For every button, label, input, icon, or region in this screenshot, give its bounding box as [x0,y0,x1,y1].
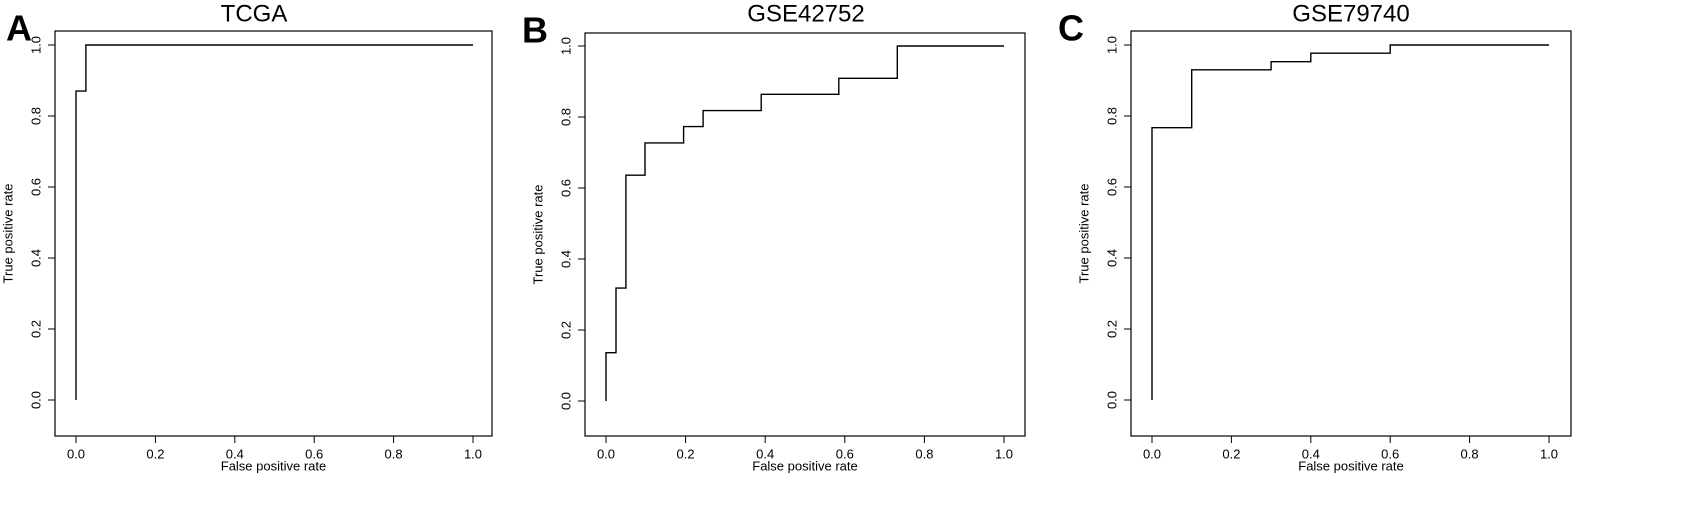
x-tick-label: 0.8 [385,446,403,461]
x-axis-label: False positive rate [221,458,327,473]
x-tick-label: 0.6 [305,446,323,461]
x-tick-label: 0.2 [146,446,164,461]
y-tick-label: 0.2 [558,321,573,339]
y-tick-label: 0.4 [1104,249,1119,267]
x-tick-label: 0.6 [1381,446,1399,461]
plot-frame [54,30,493,437]
x-tick-label: 0.0 [597,446,615,461]
y-tick-label: 1.0 [1104,36,1119,54]
plot-frame [1130,30,1572,437]
x-tick-label: 1.0 [464,446,482,461]
panel-letter-B: B [522,10,548,51]
y-tick-label: 0.8 [28,107,43,125]
y-tick-label: 0.8 [1104,107,1119,125]
x-tick-label: 0.0 [67,446,85,461]
y-axis-label: True positive rate [0,184,15,284]
y-tick-label: 0.6 [1104,178,1119,196]
x-axis-label: False positive rate [752,458,858,473]
y-tick-label: 0.0 [558,392,573,410]
y-axis-label: True positive rate [1076,184,1091,284]
y-tick-label: 0.8 [558,108,573,126]
roc-curve [605,45,1004,401]
y-tick-label: 1.0 [28,36,43,54]
panel-letter-A: A [6,8,32,49]
x-tick-label: 1.0 [995,446,1013,461]
y-tick-label: 1.0 [558,37,573,55]
x-tick-label: 0.2 [677,446,695,461]
x-tick-label: 0.6 [836,446,854,461]
x-axis-label: False positive rate [1298,458,1404,473]
y-axis-label: True positive rate [530,185,545,285]
x-tick-label: 0.4 [756,446,774,461]
x-tick-label: 1.0 [1540,446,1558,461]
chart-title: GSE79740 [1292,0,1409,27]
roc-curve [1151,44,1549,400]
y-tick-label: 0.2 [1104,320,1119,338]
y-tick-label: 0.0 [1104,391,1119,409]
chart-title: GSE42752 [747,0,864,27]
x-tick-label: 0.8 [1461,446,1479,461]
x-tick-label: 0.4 [226,446,244,461]
chart-title: TCGA [221,0,288,27]
y-tick-label: 0.4 [558,250,573,268]
x-tick-label: 0.4 [1302,446,1320,461]
panel-letter-C: C [1058,8,1084,49]
roc-curve [75,44,473,400]
plot-frame [584,32,1026,437]
y-tick-label: 0.6 [28,178,43,196]
x-tick-label: 0.8 [915,446,933,461]
x-tick-label: 0.2 [1222,446,1240,461]
y-tick-label: 0.6 [558,179,573,197]
y-tick-label: 0.4 [28,249,43,267]
x-tick-label: 0.0 [1143,446,1161,461]
y-tick-label: 0.2 [28,320,43,338]
y-tick-label: 0.0 [28,391,43,409]
